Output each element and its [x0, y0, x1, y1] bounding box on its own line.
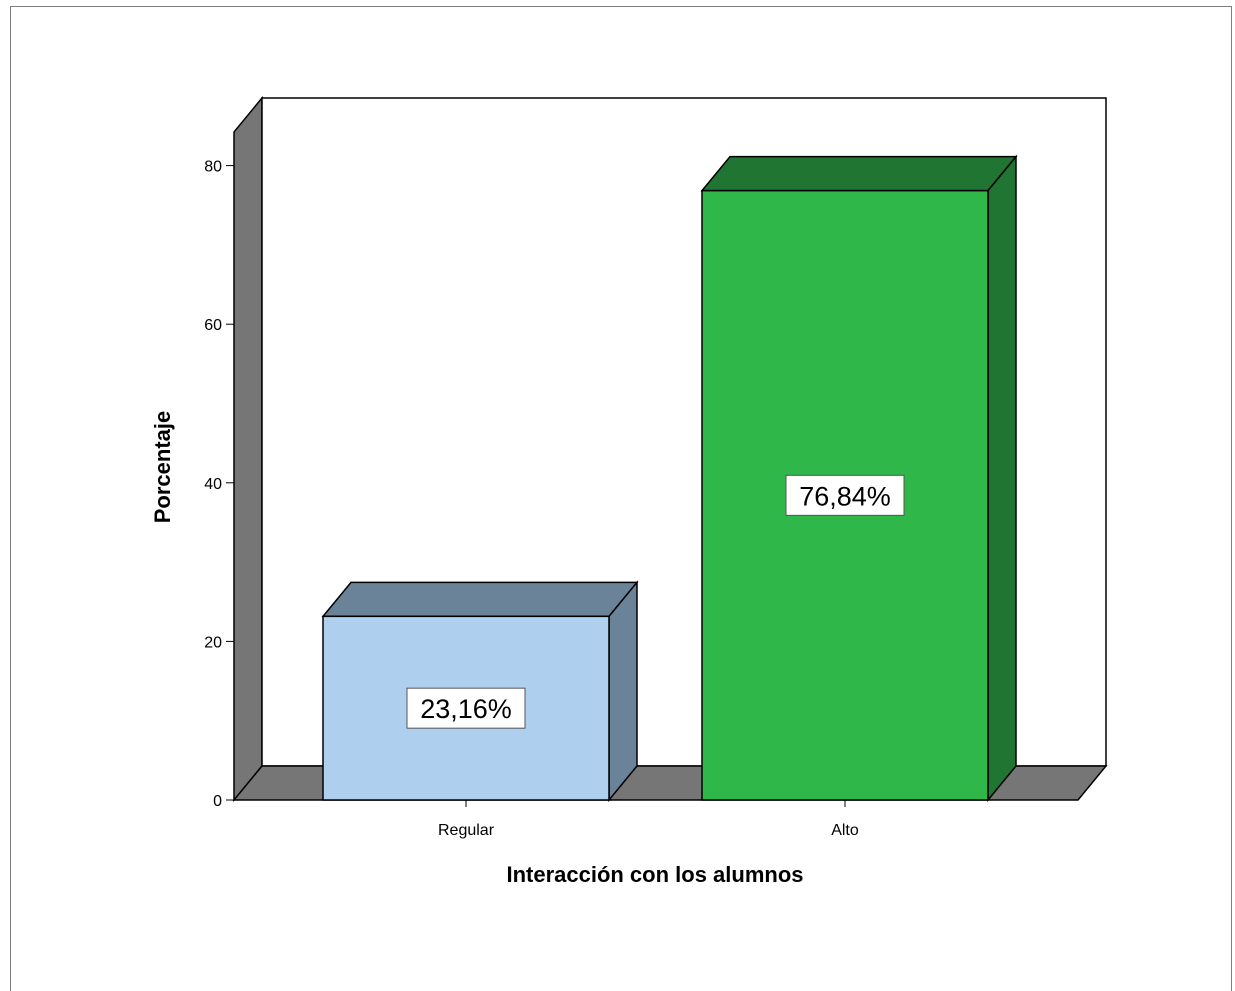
- data-label-box: [406, 687, 526, 729]
- bar-side: [987, 154, 1017, 803]
- data-label: 76,84%: [799, 481, 891, 511]
- bar-side: [608, 580, 638, 803]
- y-tick-label: 60: [204, 317, 222, 334]
- y-axis-title: Porcentaje: [150, 411, 175, 524]
- y-tick-label: 40: [204, 476, 222, 493]
- bars: 23,16% 76,84%: [321, 154, 1018, 803]
- y-axis: 0 20 40 60 80: [204, 159, 234, 810]
- x-tick-label: Regular: [438, 822, 495, 839]
- x-tick-label: Alto: [831, 822, 859, 839]
- chart-frame: [10, 6, 1232, 991]
- y-tick-label: 80: [204, 159, 222, 176]
- x-axis-title: Interacción con los alumnos: [506, 862, 803, 887]
- x-axis: Regular Alto: [438, 800, 859, 839]
- y-tick-label: 20: [204, 634, 222, 651]
- bar-regular: 23,16%: [321, 580, 639, 803]
- bar-alto: 76,84%: [700, 154, 1018, 803]
- bar-top: [321, 581, 639, 618]
- data-label-box: [785, 474, 905, 516]
- bar-top: [700, 155, 1018, 192]
- left-wall: [233, 95, 263, 803]
- y-tick-label: 0: [213, 793, 222, 810]
- data-label: 23,16%: [420, 694, 512, 724]
